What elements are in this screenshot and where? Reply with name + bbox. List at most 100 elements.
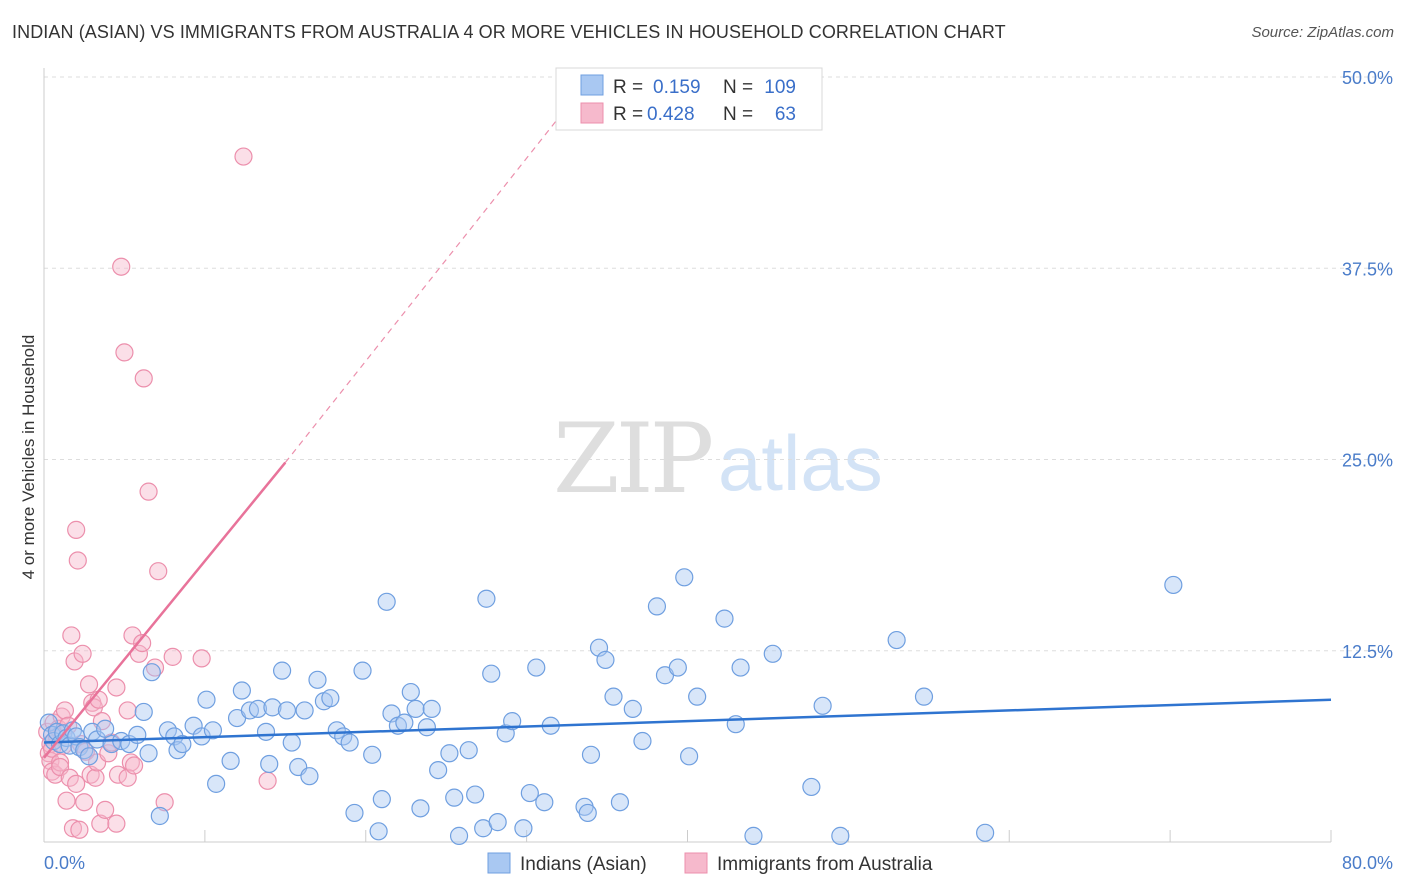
series-immigrants-from-australia [38, 147, 277, 839]
point-indians-asian [272, 661, 292, 680]
point-indians-asian [411, 799, 430, 818]
point-indians-asian [680, 747, 699, 766]
point-indians-asian [203, 721, 223, 740]
point-immigrants-australia [79, 675, 99, 694]
point-immigrants-australia [163, 647, 182, 666]
point-indians-asian [688, 687, 707, 706]
legend-n-label-1: N = [723, 77, 753, 98]
point-indians-asian [321, 689, 340, 708]
legend-swatch-blue [580, 74, 604, 96]
point-indians-asian [578, 803, 597, 823]
bottom-legend-label-australia: Immigrants from Australia [717, 854, 933, 875]
point-indians-asian [134, 702, 153, 722]
point-indians-asian [763, 644, 782, 663]
point-immigrants-australia [107, 814, 126, 833]
point-indians-asian [79, 747, 99, 766]
point-indians-asian [70, 738, 89, 757]
point-indians-asian [401, 682, 420, 702]
point-immigrants-australia [234, 147, 253, 166]
point-immigrants-australia [63, 819, 83, 838]
point-immigrants-australia [124, 756, 144, 775]
point-immigrants-australia [139, 482, 158, 501]
legend-n-label-2: N = [723, 104, 753, 125]
point-indians-asian [1164, 575, 1183, 595]
point-indians-asian [429, 760, 448, 780]
point-indians-asian [514, 819, 533, 838]
point-immigrants-australia [75, 793, 94, 812]
trendline-extension-immigrants-australia [284, 76, 592, 463]
point-indians-asian [277, 701, 297, 720]
point-indians-asian [527, 658, 546, 677]
point-indians-asian [488, 813, 507, 832]
point-indians-asian [221, 751, 240, 771]
point-indians-asian [377, 592, 396, 611]
point-indians-asian [449, 826, 469, 845]
point-indians-asian [395, 713, 414, 732]
point-immigrants-australia [149, 562, 168, 581]
point-immigrants-australia [107, 678, 126, 697]
y-tick-label: 25.0% [1342, 451, 1393, 471]
x-tick-label-max: 80.0% [1342, 853, 1393, 873]
point-immigrants-australia [192, 649, 211, 668]
point-indians-asian [363, 745, 382, 764]
point-indians-asian [604, 687, 623, 706]
point-indians-asian [445, 788, 464, 807]
point-indians-asian [802, 777, 821, 797]
point-indians-asian [976, 823, 995, 842]
point-indians-asian [173, 734, 192, 754]
point-indians-asian [248, 699, 268, 718]
point-indians-asian [295, 701, 314, 720]
y-tick-label: 37.5% [1342, 259, 1393, 279]
point-indians-asian [744, 826, 763, 845]
point-indians-asian [197, 690, 216, 709]
series-indians-asian [39, 568, 1183, 845]
point-indians-asian [482, 664, 501, 683]
point-immigrants-australia [55, 701, 75, 720]
y-axis-label: 4 or more Vehicles in Household [19, 335, 38, 580]
point-indians-asian [422, 699, 441, 718]
point-indians-asian [596, 650, 615, 670]
point-immigrants-australia [123, 626, 142, 645]
legend-n-value-1: 109 [764, 77, 796, 98]
point-immigrants-australia [258, 771, 277, 790]
point-immigrants-australia [134, 369, 153, 388]
point-indians-asian [142, 663, 161, 682]
watermark-atlas: atlas [718, 419, 883, 507]
point-indians-asian [610, 793, 630, 812]
point-immigrants-australia [91, 814, 110, 833]
point-indians-asian [96, 719, 115, 738]
point-indians-asian [715, 609, 734, 628]
x-tick-label-min: 0.0% [44, 853, 85, 873]
point-immigrants-australia [118, 701, 137, 720]
point-indians-asian [647, 597, 667, 616]
legend-box: R = 0.159 N = 109 R = 0.428 N = 63 [555, 67, 823, 131]
point-indians-asian [232, 681, 251, 700]
trendlines [43, 76, 1332, 759]
point-indians-asian [340, 733, 359, 752]
point-immigrants-australia [70, 820, 89, 839]
point-indians-asian [256, 722, 276, 741]
trendline-immigrants-australia [43, 461, 287, 759]
point-indians-asian [914, 687, 934, 706]
bottom-legend: Indians (Asian) Immigrants from Australi… [487, 852, 933, 875]
point-indians-asian [308, 670, 327, 689]
point-indians-asian [623, 699, 642, 718]
point-indians-asian [417, 718, 436, 737]
point-immigrants-australia [73, 644, 92, 663]
legend-r-value-1: 0.159 [653, 77, 701, 98]
point-immigrants-australia [155, 793, 174, 812]
point-indians-asian [263, 698, 282, 717]
point-indians-asian [813, 696, 832, 715]
point-indians-asian [581, 745, 601, 764]
point-indians-asian [503, 712, 522, 731]
point-indians-asian [831, 826, 850, 845]
point-indians-asian [633, 731, 652, 751]
point-immigrants-australia [112, 257, 131, 276]
point-indians-asian [207, 774, 226, 793]
point-indians-asian [887, 630, 906, 650]
point-indians-asian [345, 803, 364, 823]
point-indians-asian [440, 744, 459, 763]
point-immigrants-australia [121, 753, 140, 772]
point-indians-asian [535, 793, 554, 812]
